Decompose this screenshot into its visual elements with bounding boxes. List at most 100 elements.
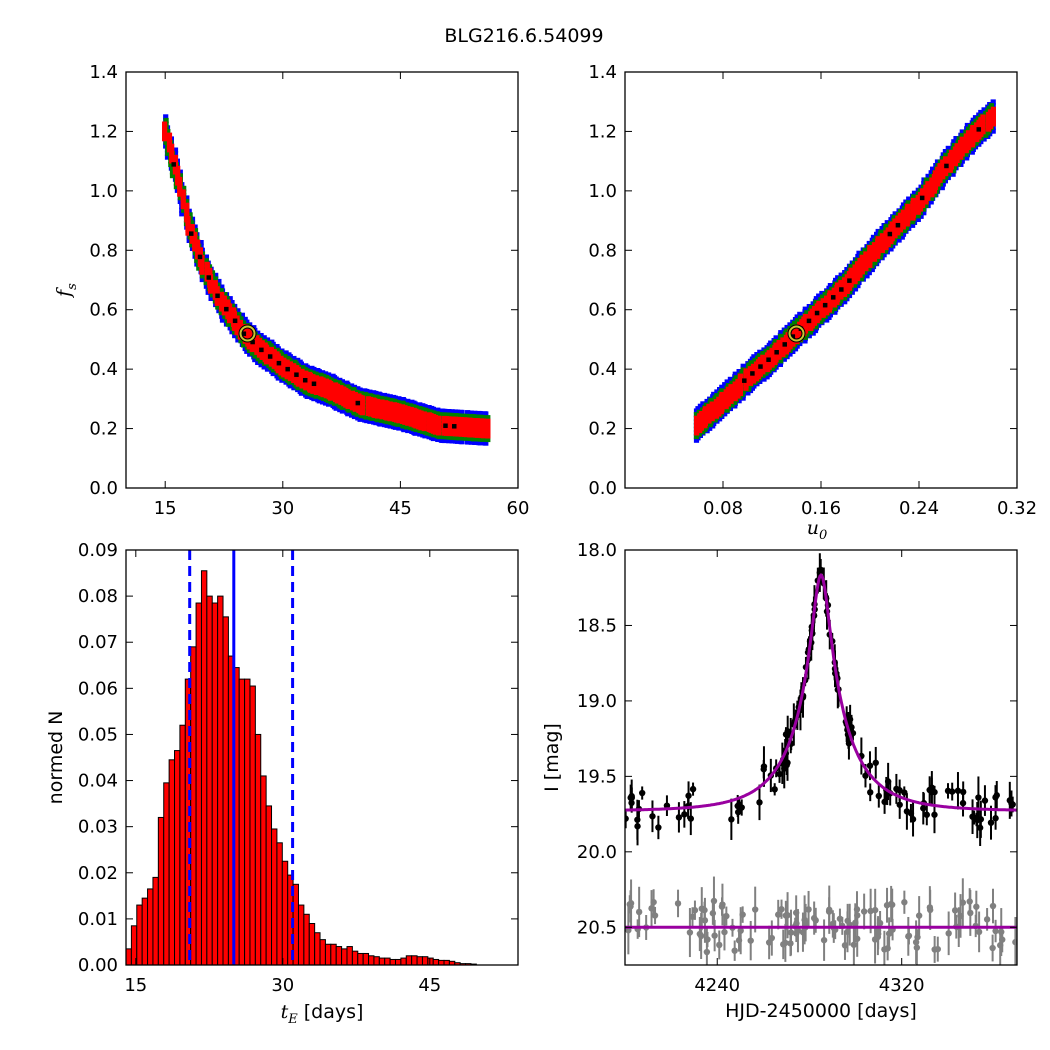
heatmap-level-2: [851, 260, 858, 266]
heatmap-level-2: [282, 354, 288, 360]
heatmap-level-1: [281, 368, 287, 374]
heatmap-level-1: [889, 225, 895, 231]
heatmap-level-1: [694, 430, 700, 436]
heatmap-level-1: [737, 384, 743, 390]
heatmap-level-1: [291, 366, 297, 373]
heatmap-level-1: [368, 411, 374, 417]
heatmap-level-2: [772, 339, 778, 345]
y-tick-label: 1.4: [588, 62, 617, 83]
heatmap-level-3: [387, 394, 393, 400]
heatmap-level-2: [740, 367, 746, 373]
histogram-bar: [271, 828, 278, 966]
heatmap-level-1: [820, 309, 826, 315]
heatmap-level-1: [970, 125, 976, 131]
heatmap-level-1: [464, 432, 470, 438]
heatmap-level-1: [940, 163, 946, 169]
heatmap-level-2: [766, 346, 772, 352]
heatmap-level-2: [988, 103, 994, 109]
heatmap-level-1: [859, 261, 865, 268]
residual-point: [931, 946, 938, 953]
heatmap-level-1: [760, 369, 766, 375]
heatmap-level-1: [338, 392, 344, 398]
heatmap-level-3: [978, 109, 984, 116]
histogram-bar: [421, 956, 429, 966]
heatmap-level-1: [725, 401, 731, 407]
heatmap-level-1: [310, 374, 316, 380]
heatmap-level-1: [421, 418, 427, 424]
y-tick-label: 0.4: [89, 359, 118, 380]
heatmap-level-3: [455, 438, 461, 444]
heatmap-level-1: [838, 283, 844, 289]
heatmap-level-1: [436, 415, 442, 421]
heatmap-level-1: [750, 363, 757, 369]
heatmap-level-1: [892, 233, 898, 239]
heatmap-level-1: [980, 121, 986, 127]
heatmap-level-1: [207, 288, 214, 294]
heatmap-level-1: [816, 300, 822, 306]
heatmap-peak-cell: [814, 310, 820, 316]
heatmap-level-3: [203, 254, 209, 260]
heatmap-level-2: [783, 328, 789, 334]
y-tick-label: 0.0: [588, 478, 617, 499]
heatmap-level-1: [199, 269, 205, 275]
heatmap-level-1: [372, 398, 378, 404]
heatmap-level-1: [871, 249, 878, 255]
heatmap-level-1: [737, 380, 743, 387]
heatmap-level-1: [900, 213, 906, 219]
heatmap-level-3: [875, 228, 881, 235]
heatmap-level-3: [227, 296, 233, 302]
heatmap-level-3: [832, 309, 838, 315]
y-tick-label: 1.0: [588, 181, 617, 202]
heatmap-level-2: [384, 397, 390, 403]
heatmap-level-2: [425, 430, 431, 436]
heatmap-level-1: [875, 236, 881, 242]
heatmap-level-1: [709, 412, 715, 418]
heatmap-level-1: [197, 247, 203, 253]
heatmap-level-1: [885, 238, 891, 244]
heatmap-level-1: [980, 114, 986, 120]
heatmap-level-1: [436, 430, 442, 436]
x-tick-label: 0.24: [899, 498, 939, 519]
heatmap-level-1: [835, 286, 841, 292]
heatmap-level-1: [855, 275, 861, 281]
heatmap-level-3: [773, 335, 779, 341]
residual-point: [775, 911, 782, 918]
heatmap-level-1: [802, 317, 809, 323]
heatmap-peak-cell: [847, 278, 852, 283]
heatmap-peak-cell: [782, 342, 787, 347]
heatmap-level-1: [446, 427, 452, 433]
heatmap-level-1: [773, 342, 779, 348]
heatmap-level-3: [401, 397, 407, 404]
heatmap-level-1: [195, 239, 201, 245]
heatmap-level-1: [811, 313, 818, 319]
heatmap-level-3: [483, 440, 489, 446]
heatmap-level-3: [864, 273, 870, 279]
heatmap-level-1: [231, 314, 237, 320]
heatmap-level-2: [431, 410, 437, 416]
heatmap-level-1: [372, 405, 378, 411]
heatmap-level-3: [792, 346, 799, 352]
heatmap-level-3: [477, 411, 483, 417]
heatmap-level-3: [357, 416, 363, 422]
heatmap-level-1: [910, 201, 917, 207]
heatmap-level-2: [351, 410, 357, 416]
heatmap-level-1: [231, 322, 237, 328]
heatmap-level-2: [203, 258, 209, 264]
heatmap-level-3: [939, 185, 945, 191]
heatmap-level-1: [468, 428, 474, 434]
panel-fs-vs-u0: 0.00.20.40.60.81.01.21.40.08 0.16 0.24 0.32…: [588, 62, 1037, 543]
heatmap-level-1: [954, 146, 960, 153]
heatmap-level-1: [931, 188, 937, 194]
heatmap-level-3: [287, 383, 293, 389]
heatmap-level-1: [743, 372, 749, 378]
heatmap-level-1: [379, 399, 385, 405]
heatmap-level-1: [776, 343, 782, 349]
heatmap-peak-cell: [839, 287, 844, 292]
heatmap-level-1: [965, 141, 972, 147]
heatmap-level-3: [465, 410, 471, 416]
heatmap-level-3: [255, 359, 261, 365]
heatmap-level-1: [747, 380, 753, 386]
heatmap-level-1: [897, 212, 903, 218]
heatmap-level-2: [448, 412, 454, 418]
heatmap-level-1: [408, 417, 414, 424]
